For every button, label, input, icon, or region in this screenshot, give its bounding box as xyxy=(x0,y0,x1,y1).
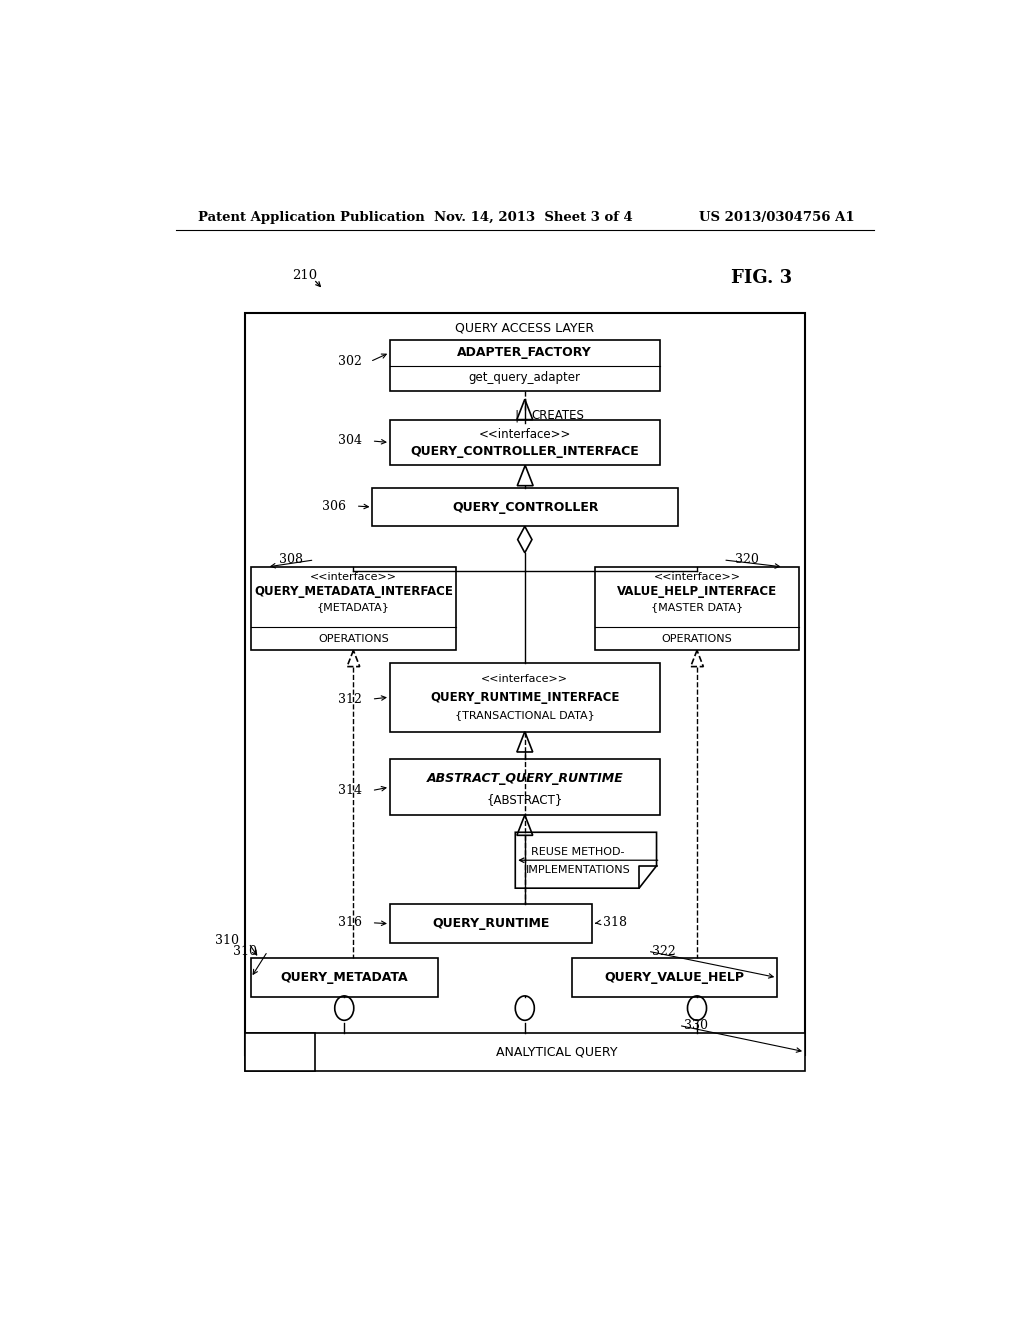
Text: {MASTER DATA}: {MASTER DATA} xyxy=(651,602,743,612)
Text: OPERATIONS: OPERATIONS xyxy=(318,634,389,644)
Polygon shape xyxy=(515,833,656,888)
Text: 310: 310 xyxy=(233,945,257,958)
Text: 306: 306 xyxy=(323,499,346,512)
Text: QUERY_RUNTIME: QUERY_RUNTIME xyxy=(432,917,550,931)
Bar xyxy=(390,904,592,942)
Text: get_query_adapter: get_query_adapter xyxy=(469,371,581,384)
Bar xyxy=(246,1032,315,1071)
Text: 310: 310 xyxy=(215,933,240,946)
Text: 318: 318 xyxy=(602,916,627,929)
Text: 330: 330 xyxy=(684,1019,708,1032)
Text: REUSE METHOD-: REUSE METHOD- xyxy=(531,847,625,857)
Text: 316: 316 xyxy=(338,916,362,929)
Text: QUERY_RUNTIME_INTERFACE: QUERY_RUNTIME_INTERFACE xyxy=(430,690,620,704)
Text: {ABSTRACT}: {ABSTRACT} xyxy=(486,793,563,805)
Text: QUERY_CONTROLLER_INTERFACE: QUERY_CONTROLLER_INTERFACE xyxy=(411,445,639,458)
Text: Patent Application Publication: Patent Application Publication xyxy=(198,211,425,224)
Text: IMPLEMENTATIONS: IMPLEMENTATIONS xyxy=(525,866,631,875)
Text: QUERY_METADATA: QUERY_METADATA xyxy=(281,972,409,985)
Text: |: | xyxy=(514,409,518,422)
Text: QUERY ACCESS LAYER: QUERY ACCESS LAYER xyxy=(456,322,594,335)
Bar xyxy=(246,313,805,1055)
Text: 304: 304 xyxy=(338,434,362,447)
Text: 210: 210 xyxy=(293,269,317,281)
Text: <<interface>>: <<interface>> xyxy=(478,428,571,441)
Bar xyxy=(373,487,678,527)
Bar xyxy=(390,420,659,466)
Bar xyxy=(246,1032,805,1071)
Text: 302: 302 xyxy=(338,355,362,368)
Bar xyxy=(251,958,437,997)
Text: {TRANSACTIONAL DATA}: {TRANSACTIONAL DATA} xyxy=(455,710,595,721)
Bar xyxy=(390,759,659,814)
Text: {METADATA}: {METADATA} xyxy=(317,602,390,612)
Text: ABSTRACT_QUERY_RUNTIME: ABSTRACT_QUERY_RUNTIME xyxy=(426,772,624,784)
Text: QUERY_CONTROLLER: QUERY_CONTROLLER xyxy=(452,500,598,513)
Text: 314: 314 xyxy=(338,784,362,797)
Text: 308: 308 xyxy=(279,553,303,566)
Text: CREATES: CREATES xyxy=(531,409,584,422)
Bar xyxy=(595,568,800,651)
Text: 320: 320 xyxy=(735,553,759,566)
Text: <<interface>>: <<interface>> xyxy=(653,572,740,582)
Text: VALUE_HELP_INTERFACE: VALUE_HELP_INTERFACE xyxy=(616,586,777,598)
Text: FIG. 3: FIG. 3 xyxy=(731,269,793,288)
Text: ANALYTICAL QUERY: ANALYTICAL QUERY xyxy=(497,1045,617,1059)
Bar xyxy=(572,958,777,997)
Text: 312: 312 xyxy=(338,693,362,706)
Text: QUERY_VALUE_HELP: QUERY_VALUE_HELP xyxy=(605,972,744,985)
Text: QUERY_METADATA_INTERFACE: QUERY_METADATA_INTERFACE xyxy=(254,586,453,598)
Text: US 2013/0304756 A1: US 2013/0304756 A1 xyxy=(699,211,855,224)
Text: Nov. 14, 2013  Sheet 3 of 4: Nov. 14, 2013 Sheet 3 of 4 xyxy=(433,211,632,224)
Text: ADAPTER_FACTORY: ADAPTER_FACTORY xyxy=(458,346,592,359)
Text: 322: 322 xyxy=(652,945,676,958)
Text: <<interface>>: <<interface>> xyxy=(481,675,568,684)
Text: <<interface>>: <<interface>> xyxy=(310,572,397,582)
Bar xyxy=(251,568,456,651)
Text: OPERATIONS: OPERATIONS xyxy=(662,634,732,644)
Bar xyxy=(390,663,659,731)
Bar xyxy=(390,341,659,391)
